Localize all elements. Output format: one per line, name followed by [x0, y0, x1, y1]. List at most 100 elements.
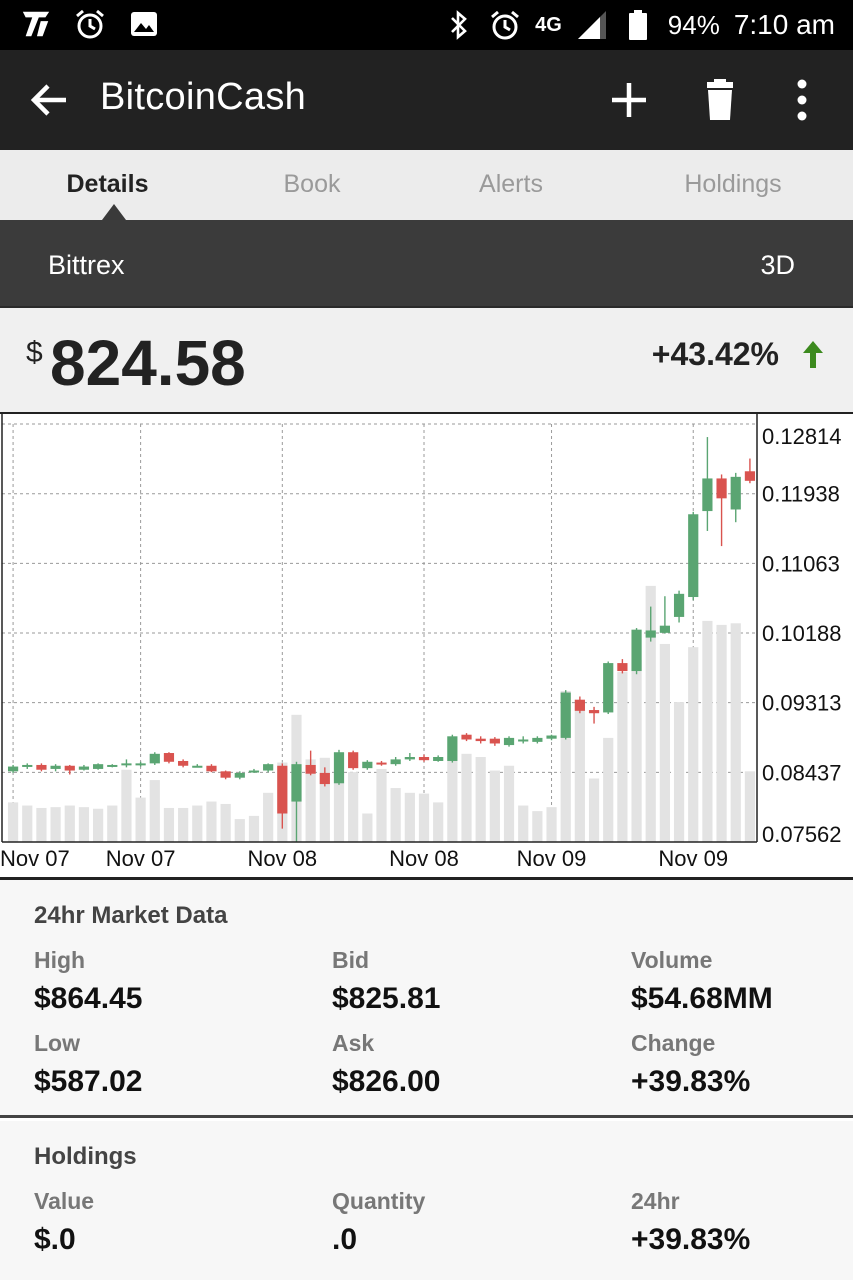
candle-body — [631, 629, 642, 672]
volume-bar — [518, 805, 529, 842]
volume-bar — [475, 756, 486, 842]
battery-percent: 94% — [667, 9, 720, 40]
volume-bar — [418, 793, 430, 842]
candle-body — [163, 753, 175, 762]
price-bar: $ 824.58 +43.42% — [0, 306, 853, 412]
candle-body — [93, 764, 104, 769]
x-tick-label: Nov 07 — [0, 846, 70, 871]
volume-bar — [305, 759, 316, 842]
candle-body — [418, 756, 430, 761]
page-title: BitcoinCash — [100, 76, 307, 118]
volume-bar — [673, 702, 685, 842]
candle-body — [305, 764, 316, 774]
holdings-section: Holdings Value $.0 Quantity .0 24hr +39.… — [0, 1121, 853, 1280]
low-label: Low — [34, 1030, 80, 1056]
candle-body — [518, 739, 529, 742]
candle-body — [390, 759, 401, 765]
volume-bar — [574, 705, 585, 842]
holdings-title: Holdings — [34, 1143, 137, 1170]
exchange-bar: Bittrex 3D — [0, 220, 853, 306]
candle-body — [546, 735, 557, 739]
holdings-quantity-label: Quantity — [332, 1188, 426, 1214]
y-tick-label: 0.09313 — [762, 691, 842, 716]
volume-bar — [433, 802, 444, 842]
image-icon — [128, 8, 160, 40]
high-value: $864.45 — [34, 982, 143, 1015]
volume-bar — [333, 771, 345, 842]
volume-bar — [22, 805, 33, 842]
candle-body — [688, 514, 699, 598]
exchange-selector[interactable]: Bittrex — [48, 250, 125, 280]
volume-bar — [461, 753, 472, 842]
tab-book[interactable]: Book — [283, 170, 341, 198]
high-label: High — [34, 947, 86, 973]
volume-bar — [503, 765, 515, 842]
clock: 7:10 am — [733, 9, 835, 40]
candle-body — [489, 738, 500, 744]
change-value: +39.83% — [631, 1065, 751, 1098]
candle-body — [319, 772, 330, 785]
tab-alerts[interactable]: Alerts — [479, 170, 543, 198]
candle-body — [291, 764, 302, 802]
add-icon[interactable] — [607, 78, 651, 122]
candle-body — [348, 752, 359, 769]
candle-body — [404, 756, 415, 760]
carrier-icon — [20, 8, 52, 40]
y-tick-label: 0.10188 — [762, 621, 842, 646]
tab-bar: Details Book Alerts Holdings — [0, 150, 853, 220]
volume-bar — [730, 623, 741, 842]
candlestick-chart: 0.12814 0.11938 0.11063 0.10188 0.09313 0.084… — [0, 412, 853, 880]
price-change: +43.42% — [651, 336, 779, 372]
volume-bar — [178, 807, 189, 842]
current-price: 824.58 — [50, 327, 246, 399]
battery-icon — [622, 9, 654, 41]
volume-bar — [489, 770, 500, 842]
more-vert-icon[interactable] — [780, 78, 824, 122]
candle-body — [574, 699, 585, 711]
tab-holdings[interactable]: Holdings — [684, 170, 782, 198]
volume-bar — [376, 768, 387, 842]
volume-bar — [716, 624, 727, 842]
holdings-value-label: Value — [34, 1188, 95, 1214]
back-arrow-icon[interactable] — [28, 80, 72, 120]
volume-bar — [532, 811, 543, 842]
candle-body — [277, 765, 288, 814]
candle-body — [362, 761, 373, 769]
volume-bar — [560, 690, 571, 842]
candle-body — [376, 762, 387, 765]
y-tick-label: 0.11938 — [762, 482, 840, 507]
change-label: Change — [631, 1030, 716, 1056]
volume-bar — [688, 647, 699, 842]
delete-icon[interactable] — [698, 78, 742, 122]
volume-bar — [36, 807, 47, 842]
arrow-up-icon — [801, 338, 825, 372]
holdings-value: $.0 — [34, 1223, 76, 1256]
tab-details[interactable]: Details — [66, 170, 149, 198]
volume-label: Volume — [631, 947, 713, 973]
volume-bar — [107, 805, 118, 842]
candle-body — [617, 663, 628, 672]
volume-bar — [163, 807, 175, 842]
candle-body — [333, 752, 345, 784]
volume-value: $54.68MM — [631, 982, 773, 1015]
bid-label: Bid — [332, 947, 370, 973]
range-selector[interactable]: 3D — [760, 250, 795, 280]
candle-body — [588, 710, 600, 714]
volume-bar — [603, 737, 614, 842]
candle-body — [433, 756, 444, 761]
x-tick-label: Nov 09 — [658, 846, 728, 871]
candle-body — [503, 737, 515, 746]
candle-body — [135, 763, 146, 766]
candle-body — [744, 471, 756, 481]
volume-bar — [149, 780, 160, 842]
candle-body — [220, 771, 231, 778]
bluetooth-icon — [443, 9, 475, 41]
volume-bar — [588, 778, 600, 842]
candle-body — [149, 753, 160, 764]
market-data-section: 24hr Market Data High $864.45 Bid $825.8… — [0, 880, 853, 1118]
y-tick-label: 0.11063 — [762, 551, 840, 576]
signal-icon — [576, 9, 608, 41]
candle-body — [78, 766, 90, 770]
alarm-icon — [489, 9, 521, 41]
x-tick-label: Nov 08 — [389, 846, 459, 871]
